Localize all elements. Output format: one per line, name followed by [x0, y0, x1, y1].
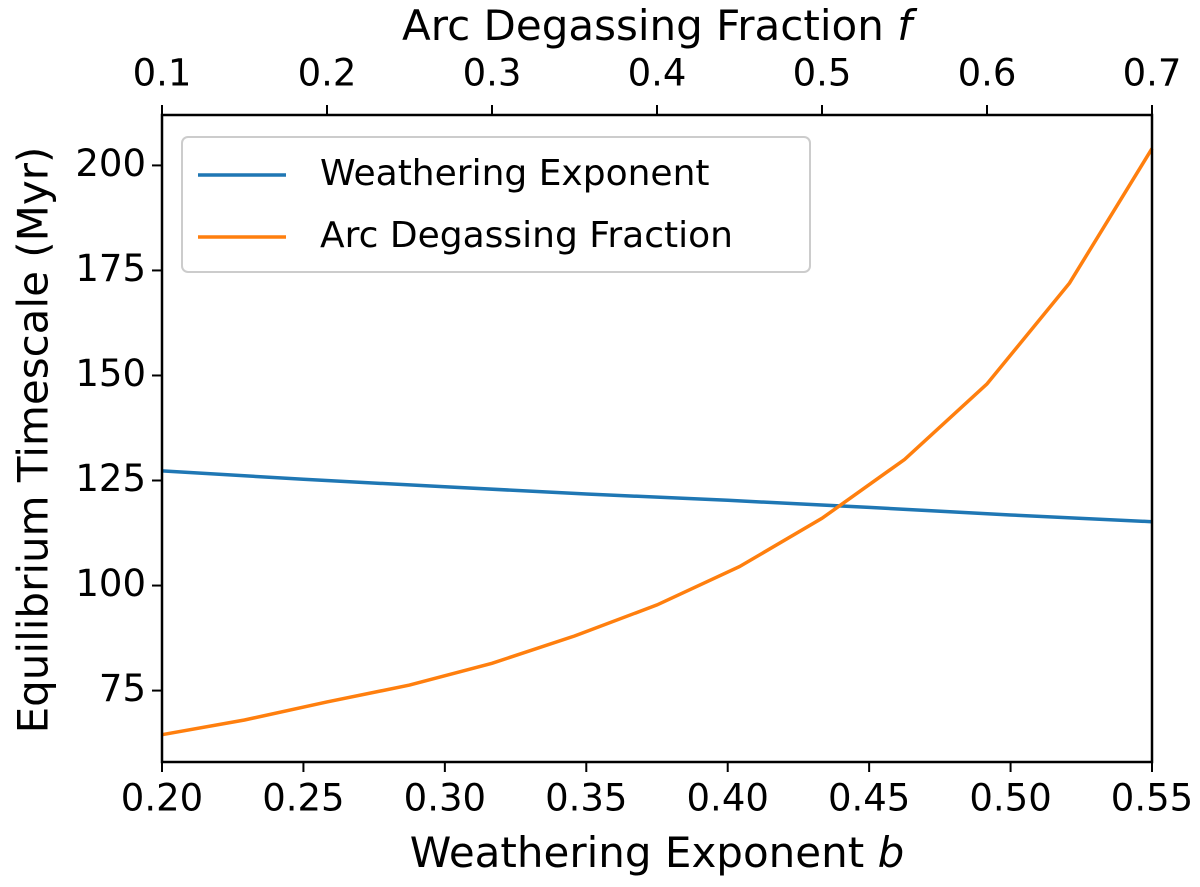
- y-axis-title: Equilibrium Timescale (Myr): [9, 147, 58, 734]
- x-tick-label: 0.55: [1111, 777, 1193, 820]
- y-tick-label: 125: [75, 457, 146, 500]
- line-series: [161, 469, 1153, 524]
- legend-label: Arc Degassing Fraction: [320, 215, 733, 256]
- x-label-symbol: b: [878, 828, 905, 877]
- x2-axis-title: Arc Degassing Fraction f: [402, 1, 918, 50]
- line-series: [161, 147, 1154, 737]
- x2-tick-label: 0.4: [628, 52, 687, 95]
- y-tick-label: 200: [75, 142, 146, 185]
- x-axis-title: Weathering Exponent b: [410, 828, 904, 877]
- legend-label: Weathering Exponent: [320, 153, 710, 194]
- x-tick-label: 0.50: [969, 777, 1051, 820]
- x-tick-label: 0.30: [404, 777, 486, 820]
- x2-tick-label: 0.5: [793, 52, 852, 95]
- x-tick-label: 0.40: [687, 777, 769, 820]
- y-tick-label: 75: [99, 667, 146, 710]
- x2-label-symbol: f: [897, 1, 918, 50]
- x2-tick-label: 0.1: [133, 52, 192, 95]
- x2-tick-label: 0.3: [463, 52, 522, 95]
- x2-tick-label: 0.6: [958, 52, 1017, 95]
- y-tick-label: 175: [75, 247, 146, 290]
- x2-tick-label: 0.2: [298, 52, 357, 95]
- x-tick-label: 0.20: [121, 777, 203, 820]
- x-tick-label: 0.25: [262, 777, 344, 820]
- plot-frame: [160, 113, 1154, 764]
- x-label: Weathering Exponent: [410, 828, 864, 877]
- x-tick-label: 0.35: [545, 777, 627, 820]
- x-tick-label: 0.45: [828, 777, 910, 820]
- y-tick-label: 100: [75, 562, 146, 605]
- legend-box: [181, 136, 811, 273]
- x2-tick-label: 0.7: [1123, 52, 1182, 95]
- y-tick-label: 150: [75, 352, 146, 395]
- x2-label: Arc Degassing Fraction: [402, 1, 884, 50]
